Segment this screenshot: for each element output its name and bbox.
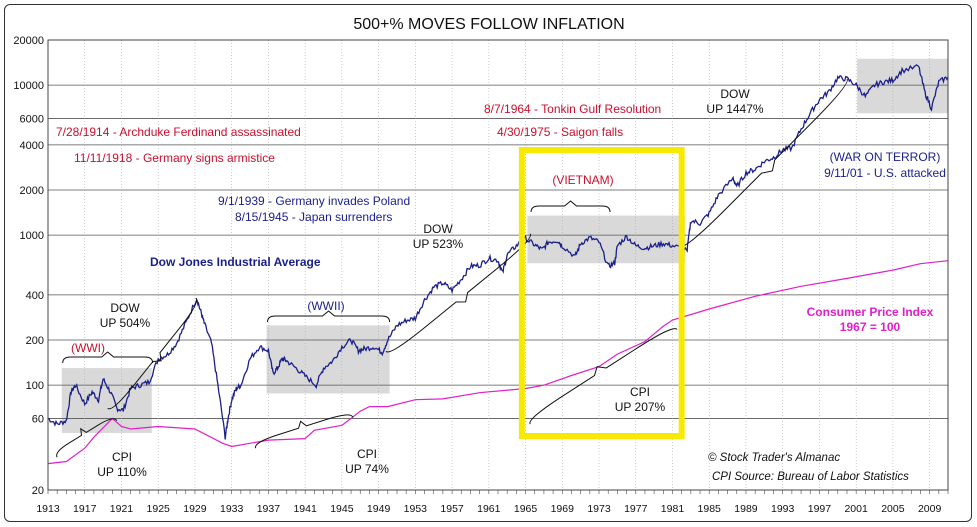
wwii-label: (WWII) (307, 299, 344, 313)
shaded-wwi (61, 368, 152, 433)
cpi-series-label: Consumer Price Index (807, 305, 934, 319)
y-tick-100: 100 (26, 380, 44, 392)
event-1945: 8/15/1945 - Japan surrenders (235, 210, 392, 224)
brackets (56, 78, 848, 458)
cpi-base-label: 1967 = 100 (840, 320, 901, 334)
event-1975: 4/30/1975 - Saigon falls (497, 125, 623, 139)
dow-523-pct: UP 523% (413, 237, 464, 251)
x-tick-1997: 1997 (808, 503, 832, 515)
wwi-label: (WWI) (71, 341, 105, 355)
x-tick-1989: 1989 (734, 503, 758, 515)
y-tick-60: 60 (32, 413, 44, 425)
tick-labels: 20000 10000 6000 4000 2000 1000 400 200 100 60 20 1… (13, 35, 941, 515)
x-tick-2001: 2001 (844, 503, 868, 515)
cpi-110-pct: UP 110% (97, 465, 147, 479)
bracket-dow-523 (385, 233, 531, 353)
x-tick-1977: 1977 (624, 503, 648, 515)
x-tick-1965: 1965 (514, 503, 538, 515)
bracket-cpi-207 (529, 328, 678, 425)
dow-1447-label: DOW (720, 87, 750, 101)
dow-1447-pct: UP 1447% (706, 102, 763, 116)
shaded-war-on-terror (857, 58, 948, 114)
x-tick-1985: 1985 (698, 503, 722, 515)
vietnam-highlight-box (518, 147, 685, 439)
bracket-dow-1447 (680, 78, 848, 247)
bracket-cpi-110 (56, 418, 118, 458)
x-tick-1969: 1969 (551, 503, 575, 515)
x-tick-1933: 1933 (220, 503, 244, 515)
x-tick-1993: 1993 (771, 503, 795, 515)
plot-border (47, 39, 949, 491)
x-tick-1913: 1913 (36, 503, 60, 515)
y-tick-20000: 20000 (13, 35, 44, 47)
chart-title: 500+% MOVES FOLLOW INFLATION (353, 16, 624, 33)
x-tick-1981: 1981 (661, 503, 685, 515)
x-tick-1953: 1953 (404, 503, 428, 515)
brace-wwii (266, 310, 391, 323)
cpi-207-pct: UP 207% (615, 400, 666, 414)
shaded-wwii (266, 325, 390, 394)
x-tick-1957: 1957 (440, 503, 464, 515)
x-tick-2009: 2009 (918, 503, 942, 515)
x-tick-1941: 1941 (293, 503, 317, 515)
brace-wwi (62, 351, 154, 364)
credit-cpi-source: CPI Source: Bureau of Labor Statistics (712, 471, 909, 483)
vietnam-label: (VIETNAM) (552, 173, 613, 187)
cpi-110-label: CPI (112, 450, 132, 464)
cpi-207-label: CPI (630, 385, 650, 399)
x-tick-1921: 1921 (110, 503, 134, 515)
event-1939: 9/1/1939 - Germany invades Poland (218, 194, 410, 208)
event-1914: 7/28/1914 - Archduke Ferdinand assassina… (56, 125, 301, 139)
dow-series-label: Dow Jones Industrial Average (150, 255, 321, 269)
y-tick-400: 400 (26, 290, 44, 302)
dow-504-label: DOW (110, 301, 140, 315)
y-tick-20: 20 (32, 485, 44, 497)
dow-504-pct: UP 504% (100, 316, 151, 330)
x-tick-1949: 1949 (367, 503, 391, 515)
event-1918: 11/11/1918 - Germany signs armistice (74, 151, 275, 165)
bracket-cpi-74 (255, 414, 354, 449)
event-2001: 9/11/01 - U.S. attacked (824, 166, 946, 180)
x-tick-1961: 1961 (477, 503, 501, 515)
credit-almanac: © Stock Trader's Almanac (708, 452, 840, 464)
bracket-dow-504 (107, 297, 198, 410)
cpi-74-label: CPI (357, 447, 377, 461)
x-tick-1917: 1917 (73, 503, 97, 515)
chart-frame (4, 4, 972, 522)
gridlines (47, 39, 949, 494)
event-1964: 8/7/1964 - Tonkin Gulf Resolution (484, 102, 661, 116)
x-tick-1937: 1937 (257, 503, 281, 515)
cpi-line (47, 260, 949, 465)
y-tick-4000: 4000 (20, 140, 44, 152)
brace-vietnam (530, 200, 611, 213)
dow-523-label: DOW (423, 222, 453, 236)
shaded-vietnam (527, 215, 686, 264)
war-on-terror-label: (WAR ON TERROR) (830, 150, 941, 164)
y-tick-200: 200 (26, 335, 44, 347)
y-tick-6000: 6000 (20, 113, 44, 125)
x-tick-2005: 2005 (881, 503, 905, 515)
y-tick-1000: 1000 (20, 230, 44, 242)
y-tick-10000: 10000 (13, 80, 44, 92)
y-tick-2000: 2000 (20, 185, 44, 197)
cpi-74-pct: UP 74% (345, 462, 389, 476)
x-tick-1925: 1925 (147, 503, 171, 515)
x-tick-1929: 1929 (183, 503, 207, 515)
x-tick-1973: 1973 (587, 503, 611, 515)
x-tick-1945: 1945 (330, 503, 354, 515)
